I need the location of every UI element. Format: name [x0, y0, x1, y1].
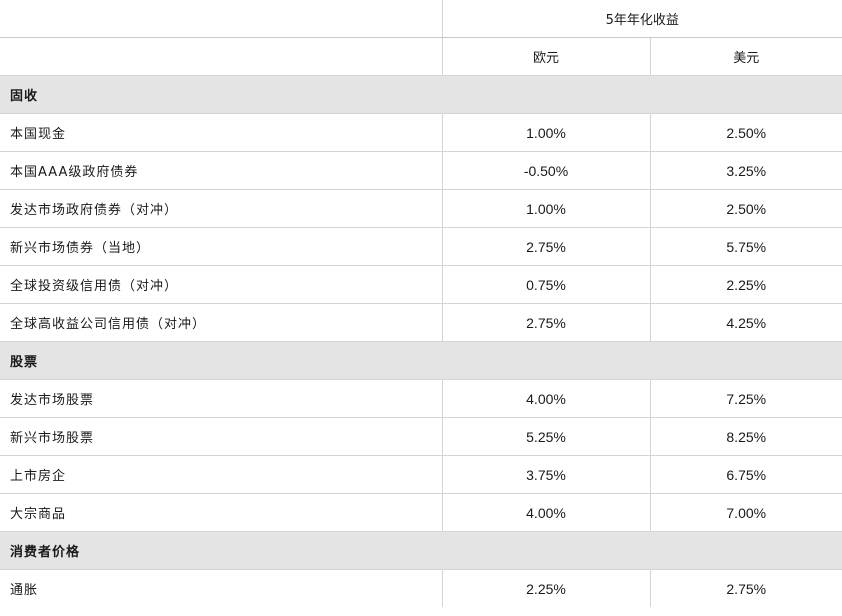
row-label: 全球高收益公司信用债（对冲）: [0, 303, 442, 342]
cell-usd: 2.25%: [649, 265, 842, 304]
row-label: 本国AAA级政府债券: [0, 151, 442, 190]
table-row: 新兴市场债券（当地） 2.75% 5.75%: [0, 227, 842, 266]
row-label: 上市房企: [0, 455, 442, 494]
cell-usd: 3.25%: [649, 151, 842, 190]
cell-eur: 4.00%: [441, 379, 650, 418]
cell-eur: 0.75%: [441, 265, 650, 304]
header-group-row: 5年年化收益: [0, 0, 842, 38]
table-row: 发达市场股票 4.00% 7.25%: [0, 379, 842, 418]
row-label: 本国现金: [0, 113, 442, 152]
section-spacer: [650, 341, 842, 380]
header-corner-sub: [0, 37, 442, 76]
cell-eur: 1.00%: [441, 189, 650, 228]
row-label: 新兴市场债券（当地）: [0, 227, 442, 266]
section-row-consumer-prices: 消费者价格: [0, 531, 842, 570]
cell-usd: 7.00%: [649, 493, 842, 532]
table-row: 全球高收益公司信用债（对冲） 2.75% 4.25%: [0, 303, 842, 342]
section-spacer: [650, 75, 842, 114]
row-label: 大宗商品: [0, 493, 442, 532]
cell-eur: 2.25%: [441, 569, 650, 607]
cell-usd: 2.50%: [649, 189, 842, 228]
cell-usd: 7.25%: [649, 379, 842, 418]
cell-usd: 6.75%: [649, 455, 842, 494]
section-spacer: [650, 531, 842, 570]
table-row: 本国AAA级政府债券 -0.50% 3.25%: [0, 151, 842, 190]
row-label: 发达市场政府债券（对冲）: [0, 189, 442, 228]
row-label: 新兴市场股票: [0, 417, 442, 456]
row-label: 发达市场股票: [0, 379, 442, 418]
section-title: 固收: [0, 75, 442, 114]
cell-usd: 5.75%: [649, 227, 842, 266]
section-spacer: [442, 531, 650, 570]
cell-eur: -0.50%: [441, 151, 650, 190]
table-row: 大宗商品 4.00% 7.00%: [0, 493, 842, 532]
cell-usd: 2.50%: [649, 113, 842, 152]
header-corner: [0, 0, 442, 38]
table-row: 发达市场政府债券（对冲） 1.00% 2.50%: [0, 189, 842, 228]
column-header-usd: 美元: [649, 37, 842, 76]
section-spacer: [442, 75, 650, 114]
cell-usd: 4.25%: [649, 303, 842, 342]
cell-eur: 1.00%: [441, 113, 650, 152]
cell-usd: 8.25%: [649, 417, 842, 456]
cell-eur: 2.75%: [441, 227, 650, 266]
header-columns-row: 欧元 美元: [0, 37, 842, 76]
cell-eur: 2.75%: [441, 303, 650, 342]
section-title: 消费者价格: [0, 531, 442, 570]
section-row-equities: 股票: [0, 341, 842, 380]
section-row-fixed-income: 固收: [0, 75, 842, 114]
column-header-eur: 欧元: [441, 37, 650, 76]
table-row: 上市房企 3.75% 6.75%: [0, 455, 842, 494]
table-row: 本国现金 1.00% 2.50%: [0, 113, 842, 152]
cell-eur: 5.25%: [441, 417, 650, 456]
cell-eur: 3.75%: [441, 455, 650, 494]
table-row: 通胀 2.25% 2.75%: [0, 569, 842, 607]
cell-eur: 4.00%: [441, 493, 650, 532]
row-label: 全球投资级信用债（对冲）: [0, 265, 442, 304]
cell-usd: 2.75%: [649, 569, 842, 607]
table-row: 新兴市场股票 5.25% 8.25%: [0, 417, 842, 456]
table-row: 全球投资级信用债（对冲） 0.75% 2.25%: [0, 265, 842, 304]
row-label: 通胀: [10, 583, 39, 598]
header-group-title: 5年年化收益: [441, 0, 842, 38]
section-spacer: [442, 341, 650, 380]
section-title: 股票: [0, 341, 442, 380]
